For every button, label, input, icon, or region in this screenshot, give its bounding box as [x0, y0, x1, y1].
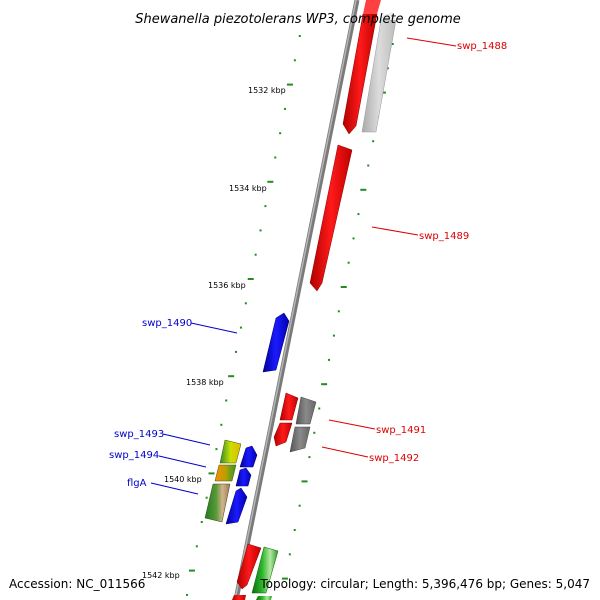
minor-tick — [308, 456, 311, 459]
gene-swp-1493-blue[interactable] — [239, 445, 258, 468]
topology-text: Topology: circular; Length: 5,396,476 bp… — [259, 577, 590, 591]
minor-tick — [293, 59, 296, 62]
minor-tick — [284, 107, 287, 110]
minor-tick — [259, 229, 262, 232]
accession-text: Accession: NC_011566 — [9, 577, 145, 591]
minor-tick — [254, 253, 257, 256]
label-swp-1490[interactable]: swp_1490 — [142, 318, 192, 329]
major-tick — [188, 569, 195, 572]
gene-flgA-blue[interactable] — [225, 487, 248, 525]
scale-label-1538: 1538 kbp — [186, 378, 224, 387]
minor-tick — [318, 407, 321, 410]
callout-lines — [150, 37, 457, 495]
major-tick — [340, 286, 347, 288]
label-swp-1488[interactable]: swp_1488 — [457, 41, 507, 52]
major-tick — [360, 188, 367, 191]
gene-flgA[interactable] — [204, 483, 231, 523]
gene-swp-1489[interactable] — [309, 144, 353, 292]
minor-tick — [225, 399, 228, 402]
gene-swp-1493[interactable] — [219, 439, 242, 464]
major-tick — [301, 480, 308, 483]
label-swp-1492[interactable]: swp_1492 — [369, 453, 419, 464]
gene-swp-1494[interactable] — [214, 464, 237, 482]
minor-tick — [386, 67, 389, 70]
label-swp-1493[interactable]: swp_1493 — [114, 429, 164, 440]
minor-tick — [391, 43, 394, 45]
minor-tick — [235, 350, 238, 353]
minor-tick — [337, 310, 340, 313]
label-swp-1489[interactable]: swp_1489 — [419, 231, 469, 242]
minor-tick — [367, 164, 370, 167]
label-swp-1494[interactable]: swp_1494 — [109, 450, 159, 461]
minor-tick — [288, 553, 291, 556]
scale-ticks — [186, 35, 394, 596]
minor-tick — [298, 35, 301, 37]
minor-tick — [264, 205, 267, 208]
gene-swp-1492[interactable] — [295, 396, 317, 425]
gene-swp-1492-lower[interactable] — [289, 426, 311, 453]
scale-label-1540: 1540 kbp — [164, 475, 202, 484]
gene-swp-1491-lower[interactable] — [273, 422, 293, 447]
major-tick — [321, 383, 328, 386]
scale-label-1532: 1532 kbp — [248, 86, 286, 95]
forward-genes — [232, 0, 397, 600]
minor-tick — [372, 140, 375, 143]
scale-labels: 1532 kbp 1534 kbp 1536 kbp 1538 kbp 1540… — [142, 86, 286, 580]
minor-tick — [239, 326, 242, 329]
minor-tick — [298, 504, 301, 507]
minor-tick — [293, 529, 296, 531]
major-tick — [208, 472, 215, 475]
genome-backbone — [233, 0, 360, 600]
minor-tick — [357, 213, 360, 216]
minor-tick — [195, 545, 198, 548]
minor-tick — [347, 261, 350, 264]
scale-label-1536: 1536 kbp — [208, 281, 246, 290]
minor-tick — [279, 132, 282, 135]
minor-tick — [215, 448, 218, 451]
map-title: Shewanella piezotolerans WP3, complete g… — [135, 12, 461, 27]
minor-tick — [205, 496, 208, 499]
major-tick — [286, 83, 293, 86]
label-flgA[interactable]: flgA — [127, 478, 147, 489]
gene-labels: swp_1488 swp_1489 swp_1490 swp_1491 swp_… — [109, 41, 507, 489]
gene-bottom-green-2[interactable] — [256, 596, 272, 600]
minor-tick — [274, 156, 277, 159]
gene-swp-1494-blue[interactable] — [235, 467, 252, 487]
gene-swp-1488-partner-top — [381, 12, 396, 20]
major-tick — [228, 375, 235, 378]
genome-backbone-highlight — [234, 0, 357, 600]
minor-tick — [244, 302, 247, 305]
gene-bottom-red[interactable] — [236, 543, 262, 590]
minor-tick — [332, 334, 335, 337]
minor-tick — [313, 431, 316, 434]
minor-tick — [352, 237, 355, 240]
gene-swp-1490[interactable] — [262, 312, 290, 373]
major-tick — [267, 180, 274, 183]
gene-swp-1491[interactable] — [279, 392, 299, 421]
minor-tick — [186, 593, 189, 596]
scale-label-1534: 1534 kbp — [229, 184, 267, 193]
minor-tick — [328, 358, 331, 361]
label-swp-1491[interactable]: swp_1491 — [376, 425, 426, 436]
gene-bottom-red-2[interactable] — [232, 595, 246, 600]
reverse-genes — [204, 312, 290, 525]
gene-bottom-green[interactable] — [251, 546, 279, 594]
gene-swp-1488-top — [363, 0, 381, 14]
minor-tick — [220, 423, 223, 426]
major-tick — [247, 278, 254, 280]
minor-tick — [200, 521, 203, 523]
scale-label-1542: 1542 kbp — [142, 571, 180, 580]
major-tick — [281, 577, 288, 580]
